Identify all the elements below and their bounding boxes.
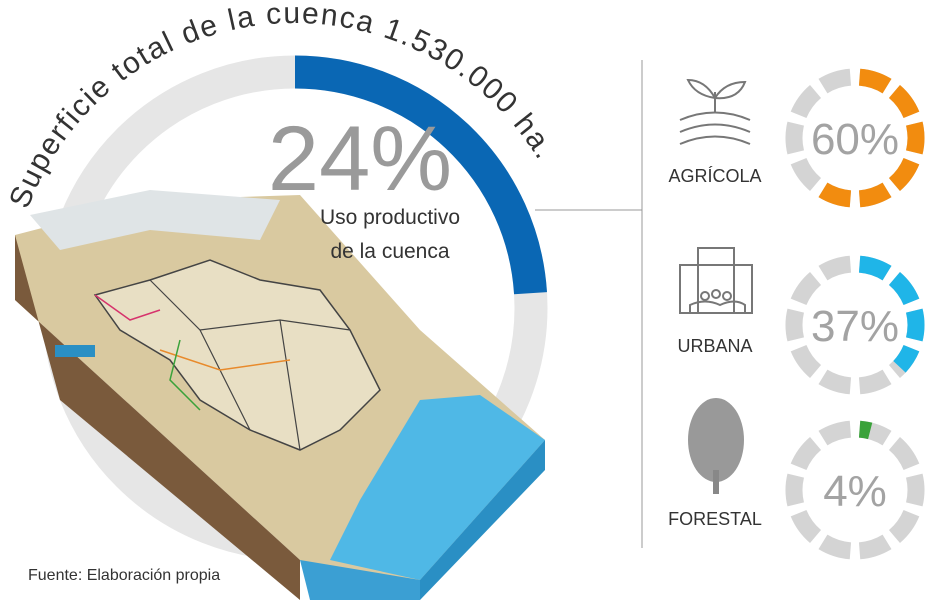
icon-forestal (688, 398, 744, 494)
ring-value (858, 420, 873, 440)
ring-segment (818, 420, 852, 446)
ring-segment (790, 85, 822, 119)
ring-value (893, 344, 920, 373)
main-percent: 24% (268, 108, 452, 210)
ring-value (818, 182, 852, 208)
main-arc (294, 55, 548, 295)
map-illustration (15, 190, 545, 600)
ring-value (888, 85, 920, 119)
ring-segment (858, 534, 892, 560)
use-name: FORESTAL (668, 509, 762, 529)
percent-label: 60% (811, 115, 899, 164)
ring-segment (785, 308, 805, 342)
ring-value (858, 182, 892, 208)
use-name: AGRÍCOLA (668, 166, 761, 186)
ring-segment (888, 509, 920, 543)
ring-segment (818, 68, 852, 94)
ring-segment (888, 437, 920, 471)
ring-segment (790, 509, 822, 543)
source: Fuente: Elaboración propia (28, 567, 220, 584)
icon-agricola (679, 78, 751, 145)
ring-segment (858, 369, 892, 395)
ring-segment (818, 534, 852, 560)
ring-value (905, 308, 925, 342)
ring-value (888, 272, 920, 306)
icon-urbana (679, 247, 753, 314)
ring-segment (785, 473, 805, 507)
ring-value (858, 255, 892, 281)
use-name: URBANA (677, 336, 752, 356)
ring-segment (790, 437, 822, 471)
main-caption: de la cuenca (330, 240, 449, 263)
ring-segment (818, 369, 852, 395)
percent-label: 37% (811, 302, 899, 351)
main-caption: Uso productivo (320, 206, 460, 229)
ring-value (905, 121, 925, 155)
ring-segment (785, 121, 805, 155)
ring-segment (790, 157, 822, 191)
ring-segment (790, 272, 822, 306)
ring-segment (905, 473, 925, 507)
percent-label: 4% (823, 467, 887, 516)
ring-value (888, 157, 920, 191)
ring-segment (790, 344, 822, 378)
ring-segment (818, 255, 852, 281)
ring-value (858, 68, 892, 94)
